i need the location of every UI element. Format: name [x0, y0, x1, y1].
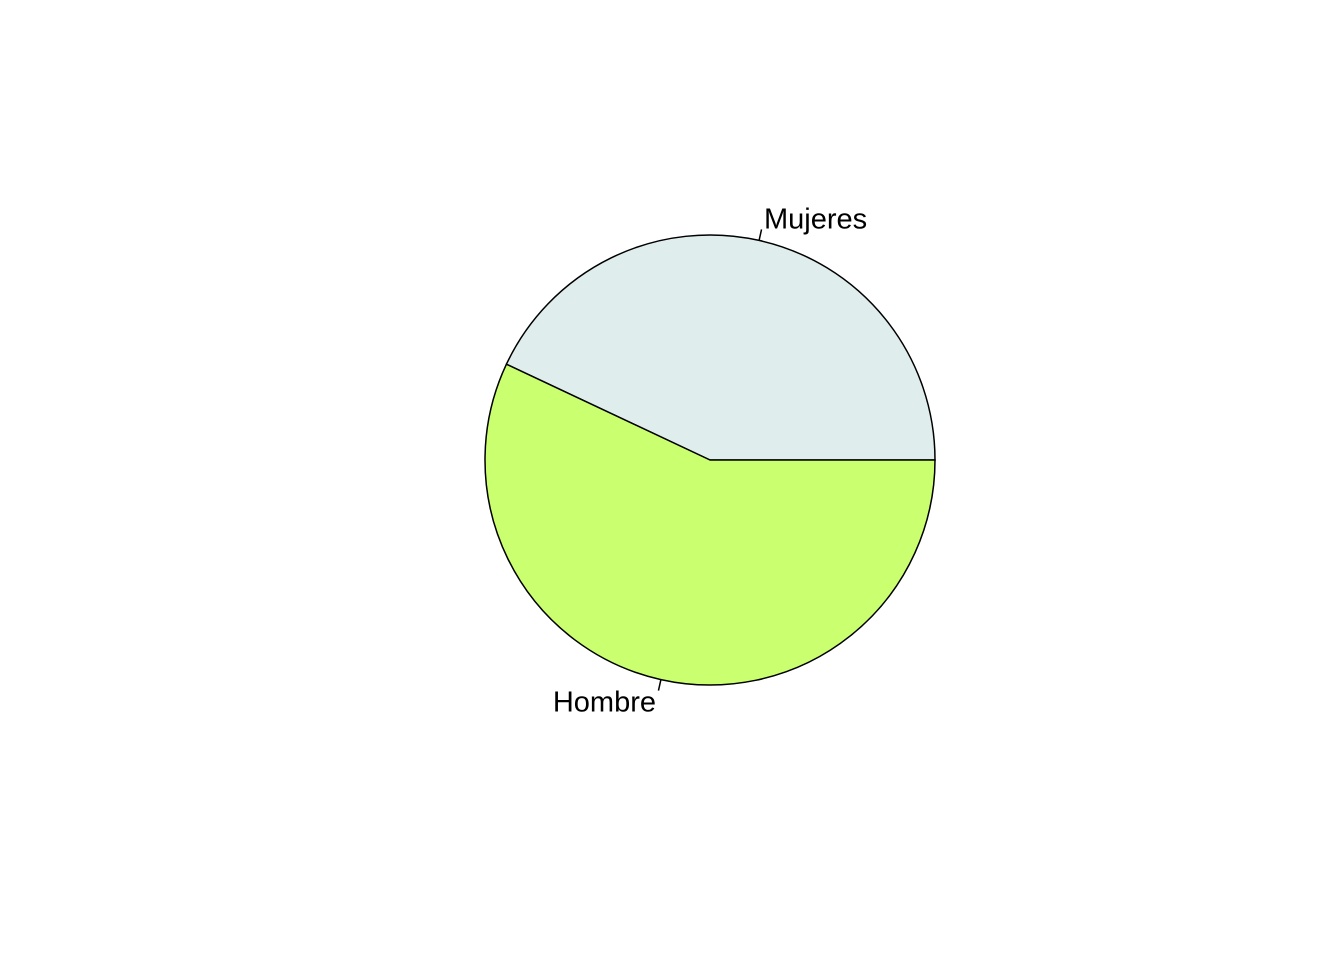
pie-slice-mujeres	[505, 234, 936, 461]
leader-line-hombre	[657, 679, 662, 691]
pie-slice-hombre	[484, 363, 936, 686]
pie-label-hombre: Hombre	[553, 687, 656, 719]
pie-labels: Mujeres Hombre	[553, 203, 867, 718]
pie-slices	[484, 234, 936, 686]
pie-label-mujeres: Mujeres	[764, 203, 867, 235]
leader-line-mujeres	[758, 229, 763, 241]
